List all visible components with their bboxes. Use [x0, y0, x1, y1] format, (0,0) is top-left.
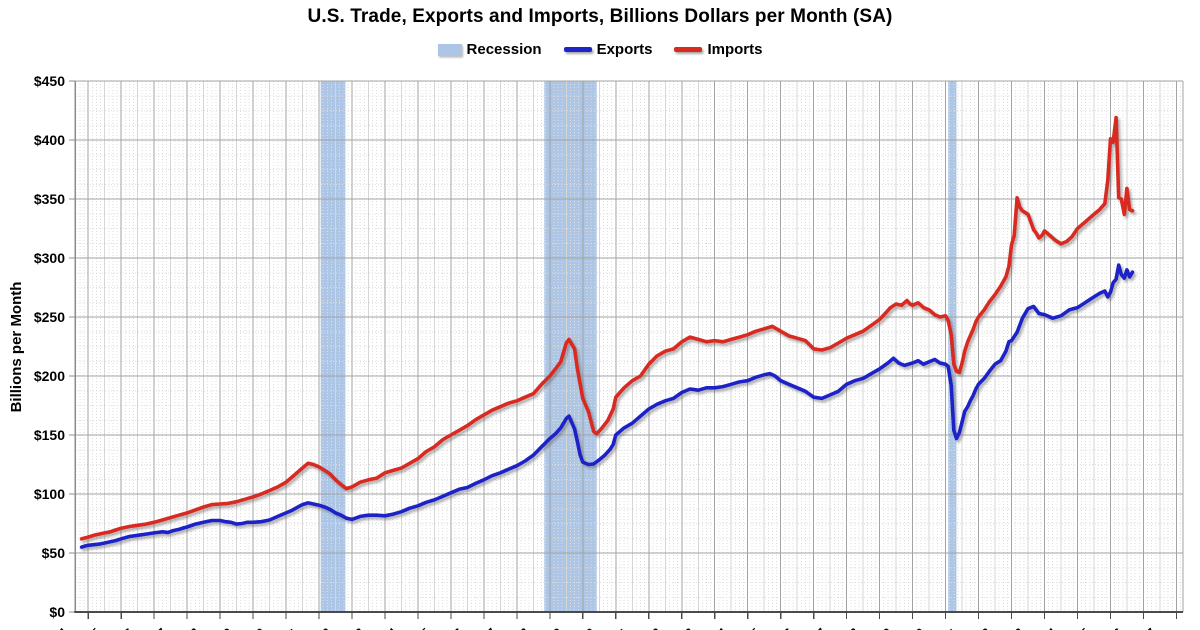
legend-item-exports: Exports — [563, 41, 653, 58]
x-tick-label: 2008 — [503, 625, 532, 630]
x-tick-label: 2022 — [965, 625, 994, 630]
axes — [69, 80, 1183, 619]
y-tick-label: $350 — [34, 191, 65, 207]
x-tick-label: 1994 — [42, 625, 71, 630]
x-tick-label: 2009 — [536, 625, 565, 630]
x-tick-label: 2007 — [470, 625, 499, 630]
y-tick-label: $400 — [34, 132, 65, 148]
imports-line — [79, 115, 1135, 541]
imports-swatch — [674, 47, 703, 52]
x-tick-label: 2020 — [899, 625, 928, 630]
x-tick-label: 1998 — [173, 625, 202, 630]
x-tick-label: 1999 — [206, 625, 235, 630]
x-tick-label: 2025 — [1064, 625, 1093, 630]
x-tick-label: 2010 — [569, 625, 598, 630]
legend-label-recession: Recession — [466, 41, 542, 58]
y-tick-label: $150 — [34, 427, 65, 443]
chart-legend: Recession Exports Imports — [0, 41, 1200, 58]
x-tick-label: 2004 — [371, 625, 400, 630]
x-tick-label: 1996 — [107, 625, 136, 630]
x-tick-label: 2003 — [338, 625, 367, 630]
x-tick-label: 2016 — [767, 625, 796, 630]
x-tick-label: 2001 — [272, 625, 301, 630]
exports-swatch — [563, 47, 592, 52]
x-tick-label: 2006 — [437, 625, 466, 630]
legend-label-imports: Imports — [707, 41, 763, 58]
y-axis-title: Billions per Month — [8, 282, 25, 413]
y-tick-label: $100 — [34, 486, 65, 502]
x-tick-label: 2013 — [668, 625, 697, 630]
x-tick-label: 2015 — [734, 625, 763, 630]
x-tick-label: 2027 — [1130, 625, 1159, 630]
minor-gridlines — [75, 81, 1183, 612]
y-tick-label: $250 — [34, 309, 65, 325]
x-tick-label: 2018 — [833, 625, 862, 630]
x-tick-label: 2026 — [1097, 625, 1126, 630]
data-series — [79, 115, 1135, 549]
x-tick-label: 2021 — [932, 625, 961, 630]
x-tick-label: 2002 — [305, 625, 334, 630]
x-tick-label: 2011 — [603, 625, 632, 630]
chart-title: U.S. Trade, Exports and Imports, Billion… — [307, 6, 893, 27]
major-gridlines — [75, 80, 1184, 612]
x-tick-label: 2017 — [800, 625, 829, 630]
x-tick-label: 2023 — [998, 625, 1027, 630]
legend-item-imports: Imports — [674, 41, 762, 58]
exports-line — [79, 263, 1135, 549]
x-tick-label: 1997 — [140, 625, 169, 630]
x-tick-label: 2005 — [404, 625, 433, 630]
recession-swatch — [437, 43, 462, 56]
y-tick-label: $50 — [42, 545, 66, 561]
x-tick-label: 2012 — [635, 625, 664, 630]
y-tick-label: $200 — [34, 368, 65, 384]
x-tick-label: 1995 — [75, 625, 104, 630]
y-tick-label: $300 — [34, 250, 65, 266]
y-tick-label: $0 — [49, 604, 65, 620]
x-tick-label: 2019 — [866, 625, 895, 630]
legend-item-recession: Recession — [437, 41, 542, 58]
y-tick-label: $450 — [34, 73, 65, 89]
legend-label-exports: Exports — [596, 41, 653, 58]
x-tick-label: 2024 — [1031, 625, 1060, 630]
x-tick-label: 2000 — [239, 625, 268, 630]
x-tick-label: 2014 — [701, 625, 730, 630]
